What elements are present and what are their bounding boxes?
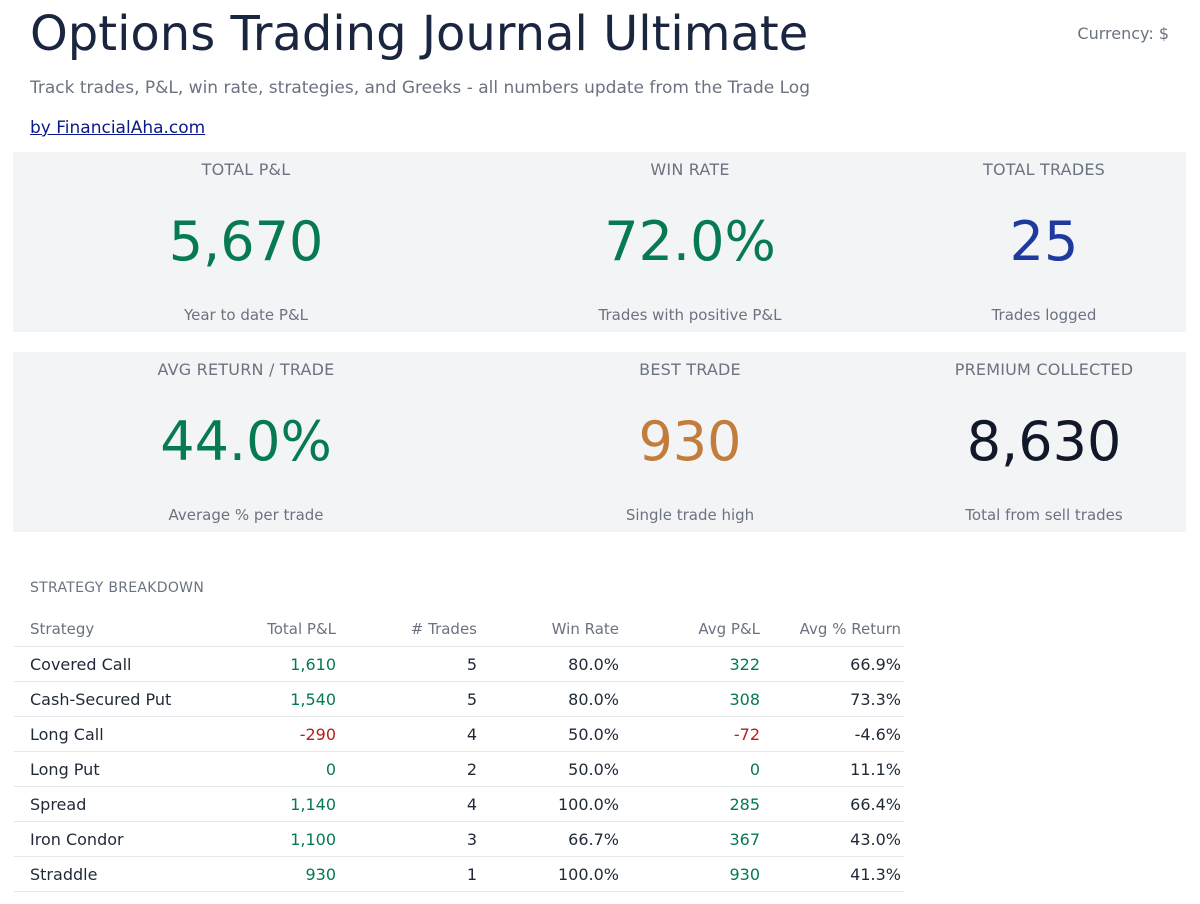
table-row: Cash-Secured Put 1,540 5 80.0% 308 73.3% xyxy=(14,681,904,717)
cell-spacer xyxy=(901,681,904,717)
cell-avg-return: 41.3% xyxy=(760,856,901,892)
cell-spacer xyxy=(901,716,904,752)
kpi-note: Average % per trade xyxy=(168,506,324,524)
cell-strategy: Iron Condor xyxy=(14,821,214,857)
kpi-value: 930 xyxy=(638,410,742,473)
cell-win-rate: 80.0% xyxy=(477,646,619,682)
cell-trades: 2 xyxy=(336,751,477,787)
kpi-win-rate: WIN RATE 72.0% Trades with positive P&L xyxy=(469,152,911,332)
cell-avg-pl: 322 xyxy=(619,646,760,682)
kpi-premium-collected: PREMIUM COLLECTED 8,630 Total from sell … xyxy=(900,352,1188,532)
cell-total-pl: 1,540 xyxy=(214,681,336,717)
cell-total-pl: 1,610 xyxy=(214,646,336,682)
column-header-avg-pl: Avg P&L xyxy=(619,611,760,647)
kpi-note: Total from sell trades xyxy=(965,506,1123,524)
cell-trades: 5 xyxy=(336,681,477,717)
kpi-label: WIN RATE xyxy=(650,160,730,179)
column-header-total-pl: Total P&L xyxy=(214,611,336,647)
column-spacer xyxy=(901,611,904,647)
cell-win-rate: 100.0% xyxy=(477,786,619,822)
table-row: Spread 1,140 4 100.0% 285 66.4% xyxy=(14,786,904,822)
kpi-label: BEST TRADE xyxy=(639,360,741,379)
kpi-note: Year to date P&L xyxy=(183,306,309,324)
column-header-win-rate: Win Rate xyxy=(477,611,619,647)
kpi-note: Trades with positive P&L xyxy=(598,306,782,324)
page-subtitle: Track trades, P&L, win rate, strategies,… xyxy=(30,78,810,98)
cell-total-pl: 0 xyxy=(214,751,336,787)
cell-win-rate: 100.0% xyxy=(477,856,619,892)
cell-strategy: Covered Call xyxy=(14,646,214,682)
section-title-strategy-breakdown: STRATEGY BREAKDOWN xyxy=(30,580,205,596)
cell-avg-pl: 367 xyxy=(619,821,760,857)
cell-avg-return: 73.3% xyxy=(760,681,901,717)
cell-trades: 4 xyxy=(336,786,477,822)
kpi-value: 25 xyxy=(1009,210,1079,273)
kpi-total-trades: TOTAL TRADES 25 Trades logged xyxy=(900,152,1188,332)
cell-strategy: Long Put xyxy=(14,751,214,787)
author-link[interactable]: by FinancialAha.com xyxy=(30,118,206,138)
cell-spacer xyxy=(901,646,904,682)
cell-total-pl: -290 xyxy=(214,716,336,752)
kpi-avg-return: AVG RETURN / TRADE 44.0% Average % per t… xyxy=(13,352,479,532)
cell-avg-pl: -72 xyxy=(619,716,760,752)
cell-total-pl: 1,100 xyxy=(214,821,336,857)
cell-total-pl: 930 xyxy=(214,856,336,892)
kpi-total-pl: TOTAL P&L 5,670 Year to date P&L xyxy=(13,152,479,332)
page-title: Options Trading Journal Ultimate xyxy=(30,6,809,62)
table-header-row: Strategy Total P&L # Trades Win Rate Avg… xyxy=(14,611,904,647)
cell-trades: 3 xyxy=(336,821,477,857)
cell-spacer xyxy=(901,856,904,892)
kpi-value: 8,630 xyxy=(966,410,1122,473)
cell-avg-pl: 0 xyxy=(619,751,760,787)
cell-spacer xyxy=(901,751,904,787)
table-row: Iron Condor 1,100 3 66.7% 367 43.0% xyxy=(14,821,904,857)
cell-spacer xyxy=(901,821,904,857)
kpi-value: 72.0% xyxy=(604,210,776,273)
cell-spacer xyxy=(901,786,904,822)
cell-win-rate: 50.0% xyxy=(477,751,619,787)
cell-avg-return: 43.0% xyxy=(760,821,901,857)
table-row: Straddle 930 1 100.0% 930 41.3% xyxy=(14,856,904,892)
cell-avg-return: 66.4% xyxy=(760,786,901,822)
kpi-row-2: AVG RETURN / TRADE 44.0% Average % per t… xyxy=(13,352,1186,532)
cell-strategy: Long Call xyxy=(14,716,214,752)
table-row: Long Call -290 4 50.0% -72 -4.6% xyxy=(14,716,904,752)
cell-avg-pl: 285 xyxy=(619,786,760,822)
kpi-note: Single trade high xyxy=(625,506,755,524)
column-header-avg-return: Avg % Return xyxy=(760,611,901,647)
strategy-breakdown-table: Strategy Total P&L # Trades Win Rate Avg… xyxy=(14,611,904,892)
currency-label: Currency: $ xyxy=(1077,24,1169,43)
kpi-note: Trades logged xyxy=(991,306,1097,324)
cell-win-rate: 50.0% xyxy=(477,716,619,752)
kpi-value: 5,670 xyxy=(168,210,324,273)
cell-avg-return: -4.6% xyxy=(760,716,901,752)
kpi-label: AVG RETURN / TRADE xyxy=(157,360,335,379)
cell-strategy: Straddle xyxy=(14,856,214,892)
cell-avg-return: 11.1% xyxy=(760,751,901,787)
cell-total-pl: 1,140 xyxy=(214,786,336,822)
cell-avg-pl: 308 xyxy=(619,681,760,717)
column-header-trades: # Trades xyxy=(336,611,477,647)
kpi-best-trade: BEST TRADE 930 Single trade high xyxy=(469,352,911,532)
column-header-strategy: Strategy xyxy=(14,611,214,647)
cell-trades: 1 xyxy=(336,856,477,892)
cell-strategy: Cash-Secured Put xyxy=(14,681,214,717)
cell-trades: 4 xyxy=(336,716,477,752)
kpi-value: 44.0% xyxy=(160,410,332,473)
cell-avg-pl: 930 xyxy=(619,856,760,892)
kpi-label: PREMIUM COLLECTED xyxy=(954,360,1134,379)
cell-win-rate: 80.0% xyxy=(477,681,619,717)
cell-strategy: Spread xyxy=(14,786,214,822)
cell-trades: 5 xyxy=(336,646,477,682)
cell-win-rate: 66.7% xyxy=(477,821,619,857)
kpi-label: TOTAL P&L xyxy=(201,160,291,179)
kpi-label: TOTAL TRADES xyxy=(982,160,1106,179)
cell-avg-return: 66.9% xyxy=(760,646,901,682)
kpi-row-1: TOTAL P&L 5,670 Year to date P&L WIN RAT… xyxy=(13,152,1186,332)
table-row: Long Put 0 2 50.0% 0 11.1% xyxy=(14,751,904,787)
table-row: Covered Call 1,610 5 80.0% 322 66.9% xyxy=(14,646,904,682)
